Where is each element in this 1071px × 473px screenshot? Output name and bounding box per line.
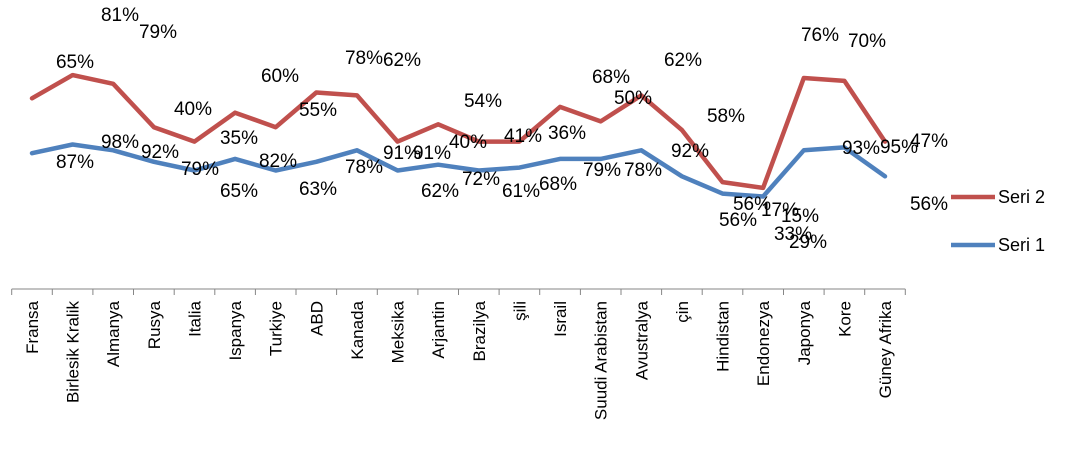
data-label: 65%	[56, 52, 94, 73]
data-label: 76%	[801, 25, 839, 46]
data-label: 91%	[413, 143, 451, 164]
data-label: 56%	[733, 194, 771, 215]
data-label: 79%	[583, 160, 621, 181]
data-label: 92%	[671, 141, 709, 162]
data-label: 41%	[504, 126, 542, 147]
data-label: 60%	[261, 66, 299, 87]
data-label: 40%	[449, 132, 487, 153]
x-tick-label: Meksika	[389, 300, 408, 363]
x-tick-label: Suudi Arabistan	[592, 301, 611, 420]
data-label: 72%	[462, 169, 500, 190]
legend-label: Seri 2	[998, 187, 1045, 207]
legend: Seri 2 Seri 1	[951, 187, 1045, 255]
x-tick-label: Almanya	[104, 300, 123, 367]
data-label: 78%	[345, 48, 383, 69]
x-tick-label: Italia	[186, 300, 205, 336]
data-label: 36%	[548, 123, 586, 144]
x-tick-label: Birlesik Kralik	[64, 301, 83, 404]
data-label: 79%	[139, 22, 177, 43]
data-label: 56%	[910, 194, 948, 215]
data-label: 40%	[174, 99, 212, 120]
data-label: 78%	[345, 157, 383, 178]
data-label: 68%	[539, 174, 577, 195]
data-label: 47%	[910, 131, 948, 152]
x-tick-label: Güney Afrika	[876, 300, 895, 398]
x-axis: Fransa Birlesik Kralik Almanya Rusya Italia I…	[11, 288, 906, 420]
x-tick-label: Kanada	[348, 300, 367, 359]
x-tick-label: çin	[673, 301, 692, 323]
data-label: 92%	[141, 142, 179, 163]
data-label: 63%	[299, 179, 337, 200]
data-label: 68%	[592, 67, 630, 88]
data-label: 62%	[383, 50, 421, 71]
data-label: 55%	[299, 100, 337, 121]
data-label: 93%	[842, 138, 880, 159]
data-label: 79%	[181, 159, 219, 180]
series-line-2	[29, 142, 888, 199]
data-label: 65%	[220, 181, 258, 202]
x-tick-label: Brazilya	[470, 300, 489, 361]
x-tick-label: Ispanya	[226, 300, 245, 360]
data-label: 58%	[707, 106, 745, 127]
x-tick-label: Turkiye	[267, 301, 286, 356]
data-label: 95%	[880, 137, 918, 158]
x-tick-label: Fransa	[23, 300, 42, 353]
data-label: 15%	[781, 206, 819, 227]
data-label: 91%	[383, 143, 421, 164]
data-label: 82%	[259, 151, 297, 172]
data-label: 29%	[789, 232, 827, 253]
data-label: 62%	[421, 181, 459, 202]
data-label: 81%	[101, 5, 139, 26]
data-label: 61%	[502, 181, 540, 202]
data-label: 87%	[56, 152, 94, 173]
x-tick-label: Rusya	[145, 300, 164, 349]
x-tick-label: Arjantin	[429, 301, 448, 359]
data-label: 35%	[220, 128, 258, 149]
x-tick-label: şili	[510, 301, 529, 321]
data-label: 50%	[614, 88, 652, 109]
x-tick-label: Kore	[835, 301, 854, 337]
data-label: 70%	[848, 31, 886, 52]
x-tick-label: ABD	[307, 301, 326, 336]
x-tick-label: Avustralya	[632, 300, 651, 380]
data-label: 56%	[719, 210, 757, 231]
data-label: 54%	[464, 91, 502, 112]
data-label: 62%	[664, 50, 702, 71]
plot-area	[29, 72, 888, 199]
legend-label: Seri 1	[998, 235, 1045, 255]
data-label: 33%	[774, 224, 812, 245]
data-label: 17%	[761, 200, 799, 221]
series-line-1	[29, 72, 888, 191]
x-tick-label: Israil	[551, 301, 570, 337]
data-labels: 65%81%79%40%35%60%55%78% 62%91%40%54%41% 3…	[56, 5, 948, 253]
x-tick-label: Hindistan	[714, 301, 733, 372]
data-label: 78%	[624, 160, 662, 181]
x-tick-label: Endonezya	[754, 300, 773, 386]
x-tick-label: Japonya	[795, 300, 814, 365]
data-label: 98%	[101, 132, 139, 153]
